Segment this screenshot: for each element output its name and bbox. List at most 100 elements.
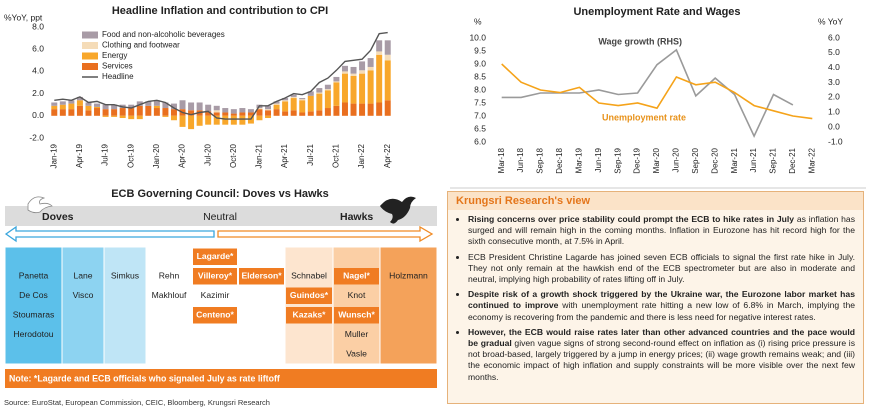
- bar: [359, 70, 366, 74]
- bar: [273, 101, 280, 104]
- member-name: Nagel*: [343, 271, 370, 281]
- member-name: Panetta: [19, 271, 49, 281]
- x-tick-label: Jul-20: [203, 143, 212, 165]
- bar: [256, 108, 263, 110]
- column-bg: [191, 246, 239, 365]
- bar: [376, 40, 383, 52]
- member-name: De Cos: [19, 290, 48, 300]
- y-tick-label: 6.0: [828, 32, 840, 42]
- bar: [153, 108, 160, 116]
- bar: [324, 90, 331, 109]
- y-axis-label: %YoY, ppt: [4, 12, 43, 22]
- x-tick-label: Mar-22: [807, 147, 816, 173]
- council-title: ECB Governing Council: Doves vs Hawks: [111, 188, 329, 200]
- view-title: Krungsri Research's view: [448, 192, 863, 210]
- group-label: Neutral: [203, 211, 237, 223]
- bar: [162, 108, 169, 116]
- bar: [316, 93, 323, 111]
- y-tick-label: 10.0: [469, 32, 486, 42]
- bar: [273, 104, 280, 110]
- y-tick-label: 1.0: [828, 107, 840, 117]
- x-tick-label: Oct-21: [332, 143, 341, 168]
- x-tick-label: Sep-19: [613, 147, 622, 173]
- y-tick-label: 2.0: [32, 88, 44, 98]
- bar: [213, 112, 220, 116]
- bar: [367, 103, 374, 116]
- bar: [290, 96, 297, 99]
- member-name: Vasle: [346, 349, 367, 359]
- bar: [230, 109, 237, 114]
- bar: [205, 115, 212, 125]
- bar: [282, 101, 289, 112]
- bar: [256, 109, 263, 116]
- bullet-text: as inflation has surged and will remain …: [468, 214, 856, 247]
- x-tick-label: Jun-20: [672, 147, 681, 172]
- bar: [290, 110, 297, 116]
- bar: [282, 100, 289, 102]
- y-tick-label: -2.0: [29, 132, 44, 142]
- legend-label: Clothing and footwear: [102, 41, 180, 50]
- bar: [307, 91, 314, 96]
- y-tick-label: 4.0: [32, 66, 44, 76]
- x-tick-label: Dec-21: [788, 147, 797, 173]
- member-name: Simkus: [111, 271, 139, 281]
- bar: [333, 82, 340, 106]
- bar: [188, 102, 195, 111]
- bar: [239, 112, 246, 116]
- x-tick-label: Apr-19: [75, 143, 84, 168]
- bar: [145, 101, 152, 106]
- y-tick-label: 6.0: [32, 43, 44, 53]
- y-tick-label: 5.0: [828, 47, 840, 57]
- y-tick-label: 9.0: [474, 58, 486, 68]
- signal-cell: [193, 248, 237, 265]
- group-label: Hawks: [340, 211, 373, 223]
- bar: [384, 60, 391, 101]
- x-tick-label: Oct-19: [126, 143, 135, 168]
- bar: [239, 108, 246, 113]
- signal-cell: [193, 268, 237, 285]
- bar: [333, 76, 340, 82]
- bar: [290, 98, 297, 111]
- x-tick-label: Apr-21: [280, 143, 289, 168]
- bar: [94, 106, 101, 109]
- bar: [213, 110, 220, 113]
- bar: [376, 54, 383, 103]
- column-bg: [284, 246, 334, 365]
- bar: [222, 115, 229, 125]
- signal-cell: [334, 268, 379, 285]
- legend-label: Headline: [102, 72, 134, 81]
- member-name: Centeno*: [196, 310, 234, 320]
- bar: [213, 105, 220, 111]
- member-name: Rehn: [159, 271, 180, 281]
- member-name: Lagarde*: [197, 251, 234, 261]
- bar: [145, 105, 152, 116]
- column-bg: [145, 246, 193, 365]
- bar: [350, 75, 357, 104]
- bar: [213, 115, 220, 125]
- bar: [68, 100, 75, 104]
- x-tick-label: Jun-19: [594, 147, 603, 172]
- bar: [162, 115, 169, 117]
- x-tick-label: Apr-22: [383, 143, 392, 168]
- series-label: Wage growth (RHS): [598, 36, 682, 46]
- y-tick-label: 0.0: [32, 110, 44, 120]
- bar: [273, 103, 280, 105]
- bar: [247, 109, 254, 113]
- member-name: Lane: [73, 271, 92, 281]
- view-bullets: Rising concerns over price stability cou…: [454, 214, 855, 383]
- bar: [102, 109, 109, 116]
- bar: [282, 111, 289, 116]
- signal-cell: [286, 287, 332, 304]
- bar: [111, 115, 118, 117]
- bar: [51, 105, 58, 110]
- x-tick-label: Mar-20: [652, 147, 661, 173]
- y-tick-label: 4.0: [828, 62, 840, 72]
- member-name: Schnabel: [291, 271, 327, 281]
- y-tick-label: 0.0: [828, 121, 840, 131]
- x-tick-label: Oct-20: [229, 143, 238, 168]
- bar: [119, 115, 126, 119]
- bar: [359, 103, 366, 116]
- note: Note: *Lagarde and ECB officials who sig…: [9, 373, 280, 383]
- member-name: Guindos*: [290, 290, 329, 300]
- source: Source: EuroStat, European Commission, C…: [4, 398, 270, 407]
